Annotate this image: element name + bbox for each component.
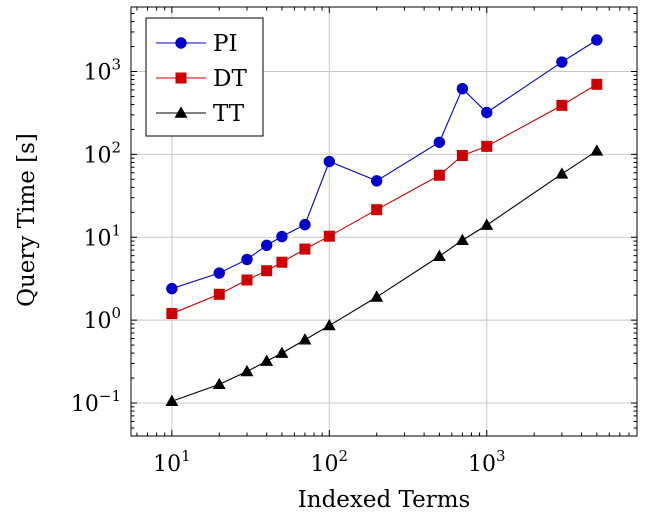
tt-point [260, 354, 274, 366]
series-tt [165, 144, 604, 406]
dt-point [481, 140, 493, 152]
pi-point [556, 56, 568, 68]
pi-point [213, 267, 225, 279]
legend-item-pi: PI [156, 31, 238, 57]
x-tick-label: 102 [311, 447, 349, 477]
tt-point [298, 333, 312, 345]
pi-point [433, 136, 446, 148]
pi-point [276, 230, 288, 243]
ticks [131, 7, 637, 436]
dt-point [299, 243, 311, 255]
tt-point [370, 290, 384, 302]
dt-point [591, 78, 603, 90]
dt-point [556, 99, 568, 111]
legend-box [145, 17, 264, 137]
dt-point [456, 149, 468, 161]
pi-point [591, 34, 603, 46]
dt-point [433, 169, 445, 181]
pi-point [241, 253, 253, 266]
dt-point [241, 274, 253, 286]
pi-point [323, 155, 336, 168]
dt-point [276, 256, 288, 268]
tt-point [555, 167, 569, 179]
pi-point [481, 106, 493, 119]
dt-point [371, 204, 383, 216]
series-dt [166, 78, 603, 320]
x-axis-label: Indexed Terms [298, 487, 471, 513]
x-tick-label: 103 [468, 447, 506, 477]
legend-label: TT [213, 101, 245, 127]
legend-item-dt: DT [156, 66, 247, 92]
series-pi [166, 34, 603, 295]
dt-point [166, 308, 178, 320]
legend-label: DT [213, 66, 247, 92]
y-tick-label: 10−1 [71, 387, 121, 417]
tt-point [455, 233, 469, 245]
pi-point [456, 83, 469, 95]
pi-point [166, 282, 178, 295]
dt-point [323, 230, 335, 242]
dt-point [213, 288, 225, 300]
tt-line [171, 150, 598, 402]
tt-point [165, 394, 179, 406]
y-tick-label: 102 [83, 138, 121, 168]
grid [131, 7, 637, 436]
legend-marker-tt [174, 106, 188, 118]
pi-point [260, 239, 273, 251]
tt-point [432, 249, 446, 261]
tt-point [240, 364, 254, 377]
pi-point [299, 218, 311, 231]
legend-item-tt: TT [156, 101, 245, 127]
tt-point [212, 377, 226, 390]
legend-marker-dt [175, 72, 187, 84]
tt-point [275, 346, 289, 358]
legend: PI DT TT [145, 17, 264, 137]
plot-frame [130, 6, 638, 437]
dt-point [261, 265, 273, 277]
y-tick-label: 103 [83, 55, 121, 85]
tt-point [480, 218, 494, 230]
y-tick-label: 101 [83, 221, 121, 251]
tick-labels: 101 102 103 10−1 100 101 102 103 [71, 55, 506, 477]
pi-point [371, 175, 383, 187]
y-tick-label: 100 [83, 304, 121, 334]
x-tick-label: 101 [153, 447, 191, 477]
tt-point [322, 318, 336, 331]
y-axis-label: Query Time [s] [14, 133, 40, 307]
tt-point [590, 144, 604, 156]
series-group [165, 34, 604, 406]
legend-marker-pi [175, 37, 187, 49]
legend-label: PI [213, 31, 238, 57]
